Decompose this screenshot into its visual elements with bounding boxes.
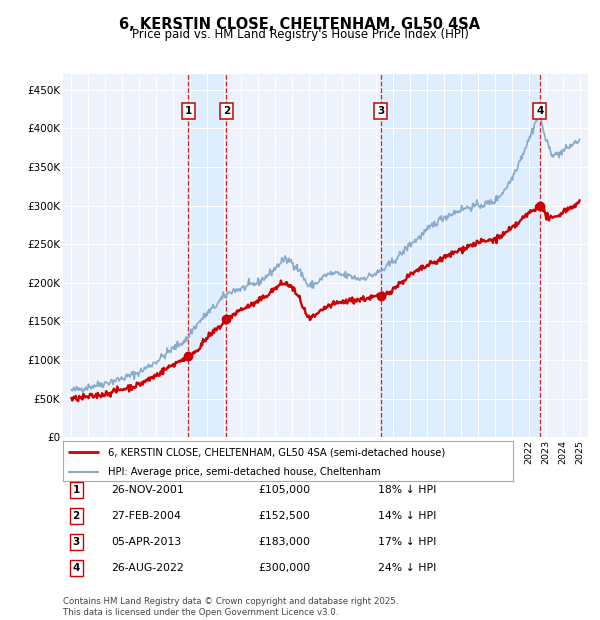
Text: HPI: Average price, semi-detached house, Cheltenham: HPI: Average price, semi-detached house,… [108, 467, 380, 477]
Text: 3: 3 [377, 105, 385, 116]
Text: £105,000: £105,000 [258, 485, 310, 495]
Text: 1: 1 [185, 105, 192, 116]
Text: 2: 2 [223, 105, 230, 116]
Text: 26-NOV-2001: 26-NOV-2001 [111, 485, 184, 495]
Text: 4: 4 [73, 563, 80, 573]
Text: 6, KERSTIN CLOSE, CHELTENHAM, GL50 4SA (semi-detached house): 6, KERSTIN CLOSE, CHELTENHAM, GL50 4SA (… [108, 448, 445, 458]
Text: 14% ↓ HPI: 14% ↓ HPI [378, 511, 436, 521]
Text: 05-APR-2013: 05-APR-2013 [111, 537, 181, 547]
Text: 4: 4 [536, 105, 544, 116]
Text: 24% ↓ HPI: 24% ↓ HPI [378, 563, 436, 573]
Text: 26-AUG-2022: 26-AUG-2022 [111, 563, 184, 573]
Text: 3: 3 [73, 537, 80, 547]
Bar [381, 74, 540, 437]
Text: Contains HM Land Registry data © Crown copyright and database right 2025.
This d: Contains HM Land Registry data © Crown c… [63, 598, 398, 617]
Text: 17% ↓ HPI: 17% ↓ HPI [378, 537, 436, 547]
Text: 2: 2 [73, 511, 80, 521]
Text: £152,500: £152,500 [258, 511, 310, 521]
Text: £183,000: £183,000 [258, 537, 310, 547]
Text: Price paid vs. HM Land Registry's House Price Index (HPI): Price paid vs. HM Land Registry's House … [131, 28, 469, 41]
Text: 1: 1 [73, 485, 80, 495]
Text: 18% ↓ HPI: 18% ↓ HPI [378, 485, 436, 495]
Text: £300,000: £300,000 [258, 563, 310, 573]
Bar [188, 74, 226, 437]
Text: 6, KERSTIN CLOSE, CHELTENHAM, GL50 4SA: 6, KERSTIN CLOSE, CHELTENHAM, GL50 4SA [119, 17, 481, 32]
Text: 27-FEB-2004: 27-FEB-2004 [111, 511, 181, 521]
